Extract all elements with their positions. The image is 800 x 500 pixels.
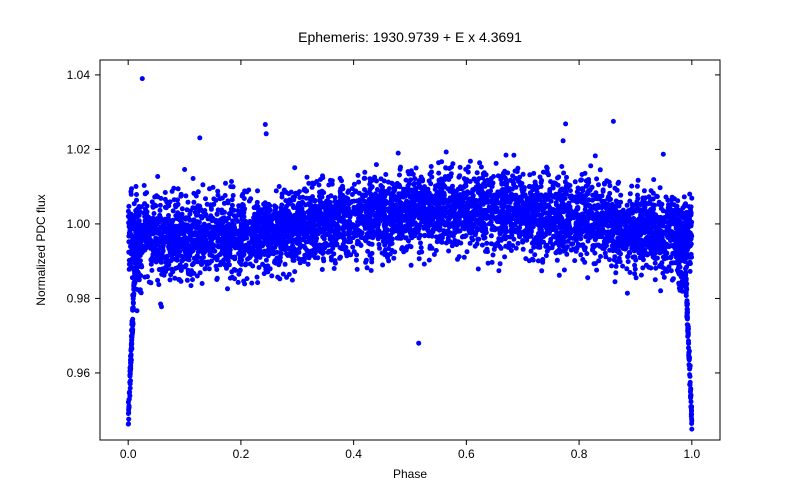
y-tick-label: 1.04 (67, 68, 91, 82)
x-tick-label: 0.2 (233, 447, 250, 461)
phase-flux-chart: 0.0 0.2 0.4 0.6 0.8 1.0 0.96 0.98 1.00 1.02 1.04 Ph… (0, 0, 800, 500)
y-tick-label: 1.02 (67, 142, 91, 156)
chart-svg: 0.0 0.2 0.4 0.6 0.8 1.0 0.96 0.98 1.00 1.02 1.04 Ph… (0, 0, 800, 500)
x-tick-label: 0.4 (345, 447, 362, 461)
x-tick-label: 0.0 (120, 447, 137, 461)
x-tick-label: 0.8 (571, 447, 588, 461)
y-tick-label: 0.96 (67, 366, 91, 380)
y-tick-label: 1.00 (67, 217, 91, 231)
y-tick-label: 0.98 (67, 291, 91, 305)
y-axis-label: Normalized PDC flux (34, 194, 48, 305)
x-tick-label: 1.0 (683, 447, 700, 461)
chart-title: Ephemeris: 1930.9739 + E x 4.3691 (298, 29, 522, 45)
x-tick-label: 0.6 (458, 447, 475, 461)
x-axis-label: Phase (393, 467, 427, 481)
